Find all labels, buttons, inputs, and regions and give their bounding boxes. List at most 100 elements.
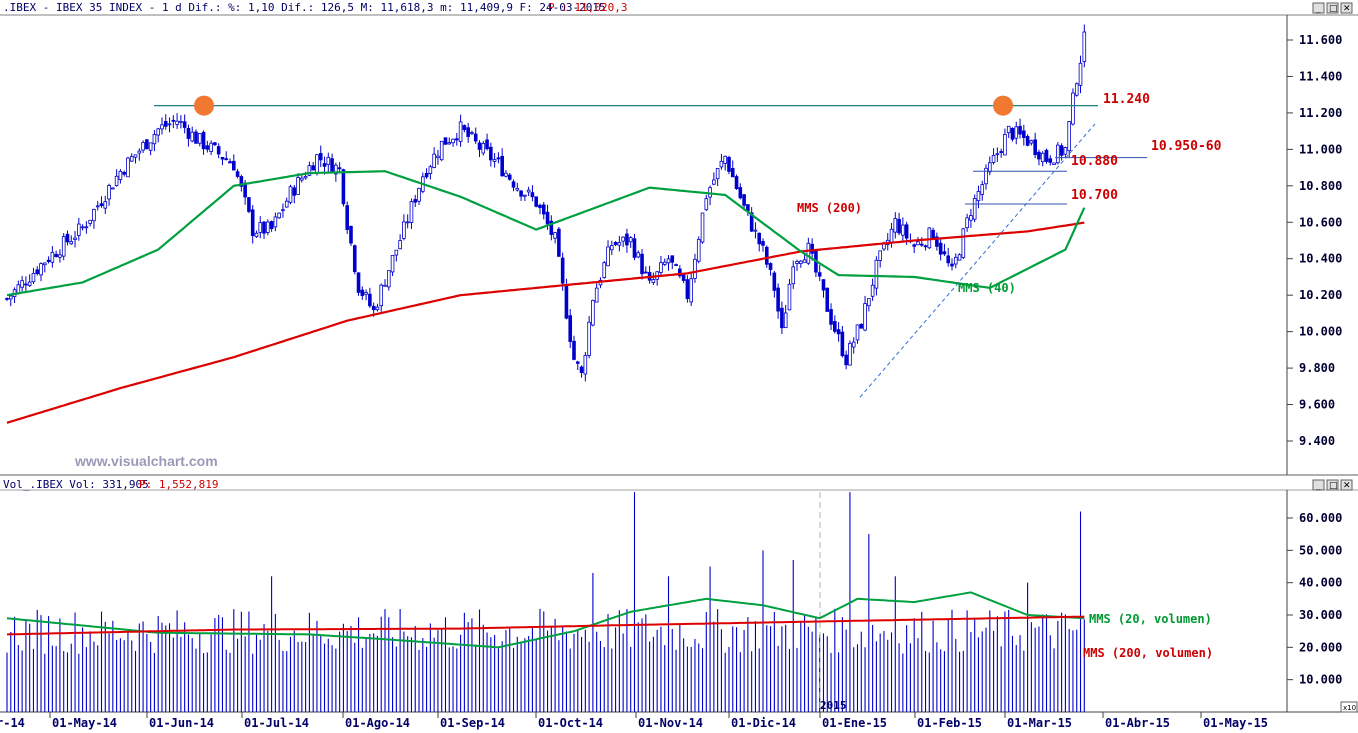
candle-body	[243, 182, 247, 198]
candle-body	[912, 244, 916, 247]
candle-body	[961, 228, 966, 258]
candle-body	[417, 187, 421, 202]
candle-body	[715, 168, 720, 180]
candle-body	[946, 255, 951, 264]
candle-body	[761, 241, 765, 246]
maximize-button[interactable]	[1326, 2, 1339, 14]
candle-body	[636, 252, 641, 258]
candle-body	[311, 165, 315, 171]
vol-maximize-button[interactable]	[1326, 479, 1339, 491]
candle-body	[572, 340, 576, 360]
candle-body	[167, 123, 172, 126]
candle-body	[768, 263, 773, 270]
candle-body	[1059, 145, 1064, 156]
candle-body	[742, 194, 746, 206]
candle-body	[466, 127, 470, 137]
date-tick-label: 01-Ene-15	[822, 716, 887, 730]
candle-body	[1025, 136, 1030, 146]
vol-close-button[interactable]	[1340, 479, 1353, 491]
candle-body	[995, 153, 1000, 156]
candle-body	[171, 119, 176, 122]
candle-body	[428, 166, 433, 174]
date-tick-label: 01-Dic-14	[731, 716, 796, 730]
candle-body	[640, 253, 644, 275]
candle-body	[364, 292, 368, 295]
candle-body	[693, 258, 697, 279]
vol-mms200-label: MMS (200, volumen)	[1083, 646, 1213, 660]
resistance-label: 11.240	[1103, 92, 1150, 107]
candle-body	[489, 146, 493, 161]
candle-body	[625, 233, 629, 246]
candle-body	[704, 198, 709, 211]
candle-body	[5, 297, 9, 300]
candle-body	[477, 142, 482, 150]
candle-body	[292, 187, 297, 196]
candle-body	[341, 169, 346, 205]
candle-body	[855, 324, 860, 341]
scale-button[interactable]	[1340, 701, 1358, 713]
candle-body	[436, 155, 440, 159]
date-tick-label: 01-Jul-14	[244, 716, 309, 730]
candle-body	[644, 271, 648, 274]
candle-body	[1048, 158, 1053, 163]
candle-body	[118, 170, 123, 180]
candle-body	[1071, 92, 1075, 125]
minimize-button[interactable]	[1312, 2, 1325, 14]
volume-tick-label: 20.000	[1299, 640, 1342, 654]
candle-body	[817, 272, 822, 277]
candle-body	[617, 242, 622, 246]
support-1-label: 10.950-60	[1151, 139, 1222, 154]
resistance-touch-marker	[993, 95, 1013, 116]
overlays	[6, 95, 1147, 424]
candle-body	[213, 142, 217, 146]
close-button[interactable]	[1340, 2, 1353, 14]
candle-body	[953, 256, 958, 265]
candle-body	[360, 289, 365, 296]
candle-body	[179, 120, 183, 123]
candle-body	[534, 196, 538, 207]
minimize-icon: _	[1315, 4, 1321, 14]
vol-minimize-button[interactable]	[1312, 479, 1325, 491]
price-header-title: .IBEX - IBEX 35 INDEX - 1 d Dif.: %: 1,1…	[3, 1, 606, 14]
candle-body	[1044, 149, 1049, 162]
volume-header-title: Vol_.IBEX Vol: 331,905	[3, 478, 149, 491]
candle-body	[231, 160, 236, 171]
candle-body	[1037, 151, 1041, 160]
candle-body	[783, 312, 788, 329]
date-tick-label: 01-May-14	[52, 716, 117, 730]
volume-tick-label: 30.000	[1299, 608, 1342, 622]
volume-tick-label: 60.000	[1299, 511, 1342, 525]
candle-body	[738, 187, 743, 199]
volume-tick-label: 10.000	[1299, 673, 1342, 687]
candle-body	[1029, 140, 1034, 144]
volume-bars	[6, 492, 1085, 712]
price-tick-label: 10.800	[1299, 179, 1342, 193]
date-tick-label: 01-Nov-14	[638, 716, 703, 730]
candle-body	[1003, 134, 1007, 156]
candle-body	[840, 331, 845, 357]
support-2-label: 10.880	[1071, 154, 1118, 169]
candle-body	[696, 238, 701, 262]
candle-body	[764, 246, 769, 265]
candle-body	[424, 172, 429, 178]
candle-body	[1078, 62, 1083, 86]
candle-body	[810, 243, 814, 254]
candle-body	[156, 128, 161, 136]
candle-body	[1082, 31, 1087, 62]
candle-body	[594, 287, 599, 303]
candle-body	[806, 242, 811, 264]
candle-body	[787, 283, 792, 311]
candle-body	[844, 354, 848, 366]
date-tick-label: 01-Oct-14	[538, 716, 603, 730]
watermark: www.visualchart.com	[74, 453, 218, 469]
candle-body	[405, 221, 410, 224]
candle-body	[579, 366, 584, 374]
candle-body	[957, 254, 962, 261]
candle-body	[923, 245, 928, 248]
candle-body	[296, 177, 300, 195]
candle-body	[568, 315, 573, 342]
candle-body	[413, 199, 418, 203]
candle-body	[988, 162, 992, 173]
candle-body	[307, 165, 312, 176]
candle-body	[27, 281, 32, 286]
